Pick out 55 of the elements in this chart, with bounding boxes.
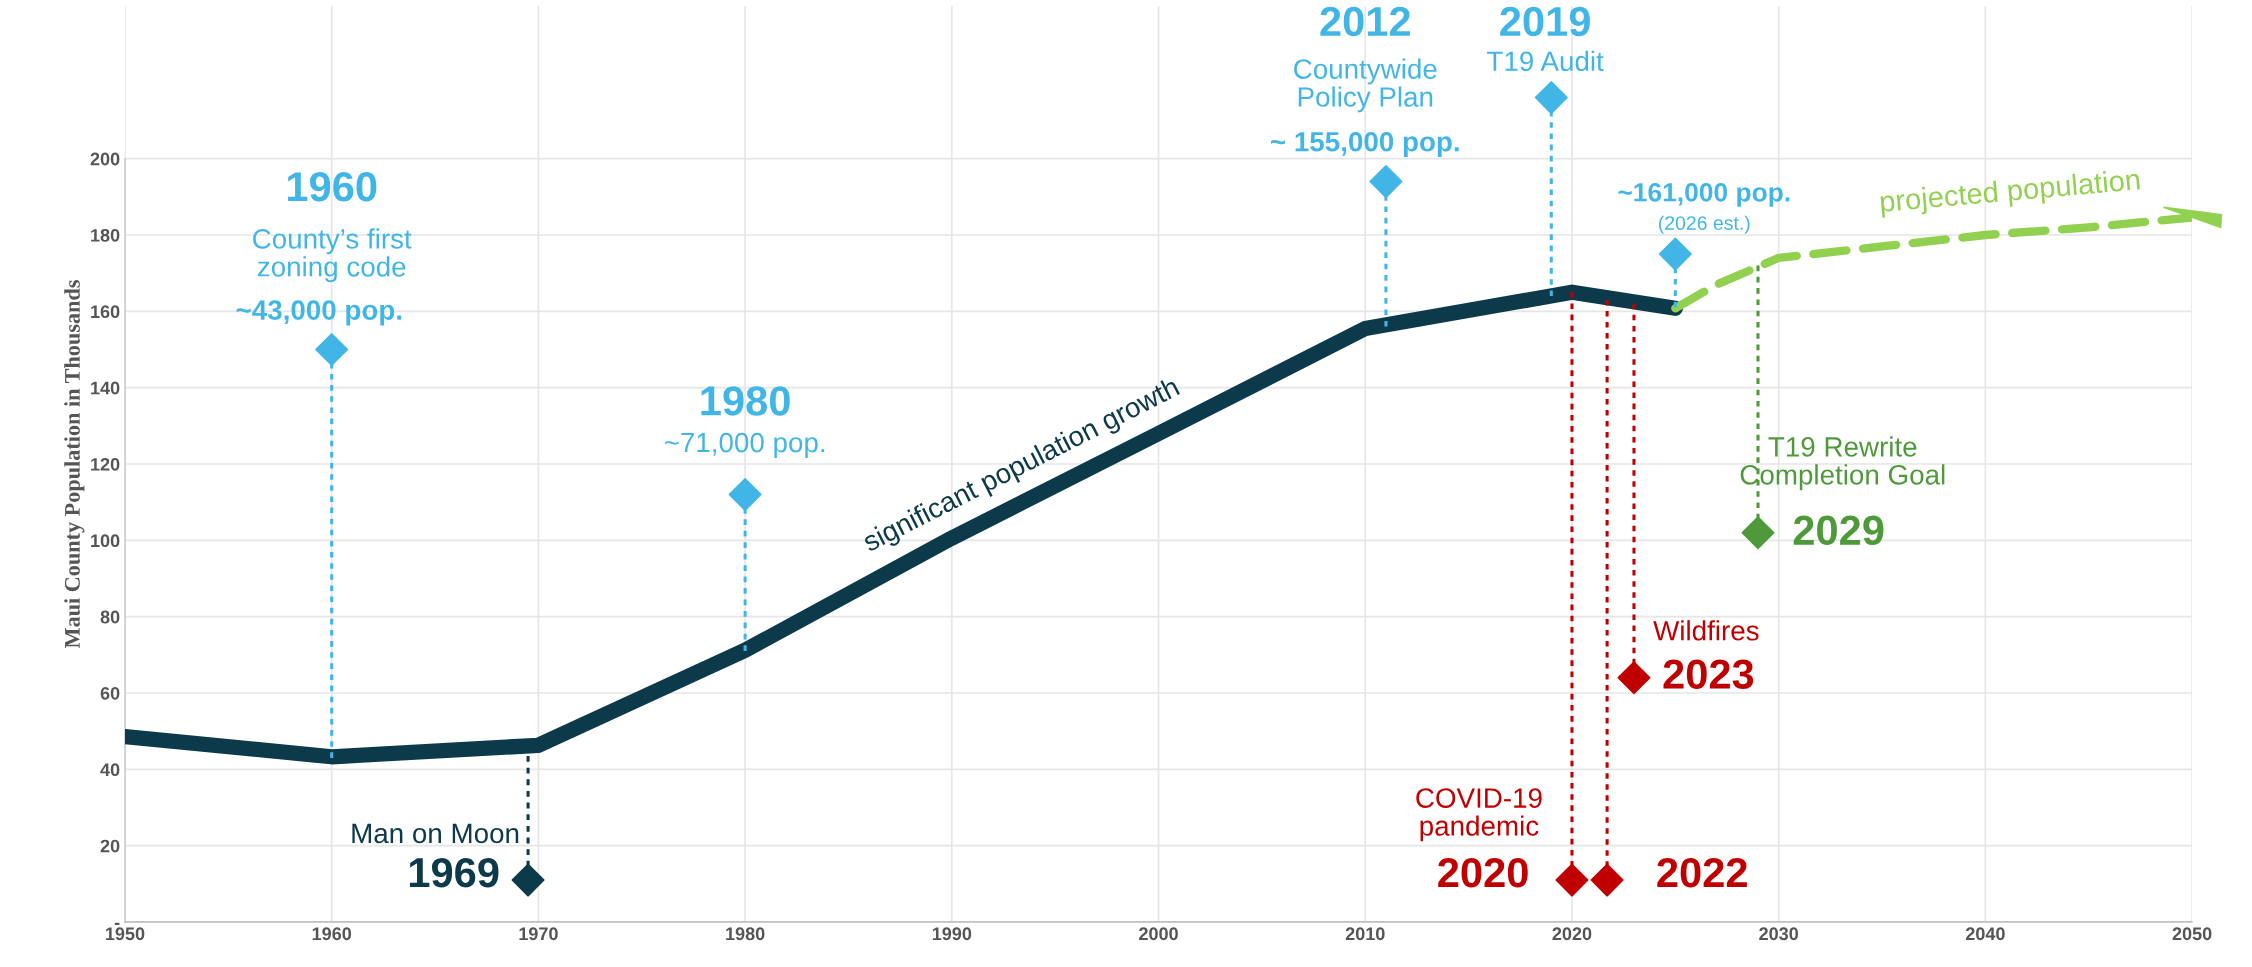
annotation: ~161,000 pop.	[1618, 182, 1790, 207]
point	[1617, 661, 1651, 695]
y-tick-label: 60	[100, 686, 120, 700]
point	[1555, 863, 1589, 897]
y-tick-label: 200	[90, 152, 120, 166]
annotation: Man on Moon	[352, 823, 519, 844]
y-tick-label: 160	[91, 305, 120, 319]
point	[1369, 165, 1403, 199]
point	[511, 863, 545, 897]
y-tick-label: 140	[91, 381, 120, 395]
x-tick-label: 2050	[2172, 927, 2212, 941]
x-tick-label: 1970	[519, 927, 558, 941]
point	[1658, 237, 1692, 271]
point	[728, 478, 762, 512]
point	[1534, 81, 1568, 115]
annotation: 2012	[1320, 6, 1410, 37]
annotation: Wildfires	[1653, 620, 1759, 641]
annotation: (2026 est.)	[1658, 215, 1750, 234]
y-tick-label: 80	[100, 610, 120, 624]
annotation: 2023	[1663, 659, 1754, 689]
annotation: 1980	[701, 386, 790, 416]
annotation: 1969	[409, 857, 499, 888]
annotation: projected population	[1880, 168, 2141, 218]
annotation: 2029	[1793, 515, 1884, 546]
x-tick-label: 1960	[312, 927, 352, 941]
annotation: COVID-19 pandemic	[1416, 788, 1542, 842]
annotation: ~71,000 pop.	[664, 432, 825, 458]
y-tick-label: 100	[91, 534, 120, 548]
point	[1590, 863, 1624, 897]
y-tick-label: -	[114, 922, 120, 925]
annotation: T19 Audit	[1487, 50, 1604, 72]
annotation: 2019	[1500, 6, 1590, 37]
point	[1741, 516, 1775, 550]
y-tick-label: 20	[100, 839, 120, 853]
y-tick-label: 180	[91, 228, 120, 242]
x-tick-label: 2030	[1759, 927, 1799, 941]
annotation: T19 Rewrite Completion Goal	[1740, 436, 1945, 491]
y-tick-label: 40	[100, 763, 120, 777]
annotation: 2022	[1657, 857, 1747, 888]
y-axis-title: Maui County Population in Thousands	[64, 280, 85, 649]
x-tick-label: 1990	[932, 927, 972, 941]
x-tick-label: 2040	[1965, 927, 2005, 941]
x-tick-label: 2010	[1345, 927, 1385, 941]
annotation: County’s first zoning code	[253, 228, 412, 283]
annotation: Countywide Policy Plan	[1294, 58, 1437, 113]
annotation: 2020	[1438, 857, 1528, 888]
y-tick-label: 120	[91, 457, 120, 471]
x-tick-label: 1950	[106, 927, 145, 941]
x-tick-label: 1980	[726, 927, 765, 941]
annotation: 1960	[287, 172, 377, 202]
x-tick-label: 2020	[1552, 927, 1592, 941]
x-tick-label: 2000	[1139, 927, 1178, 941]
annotation: ~43,000 pop.	[236, 300, 402, 326]
annotation: ~ 155,000 pop.	[1271, 131, 1459, 158]
point	[315, 332, 349, 367]
